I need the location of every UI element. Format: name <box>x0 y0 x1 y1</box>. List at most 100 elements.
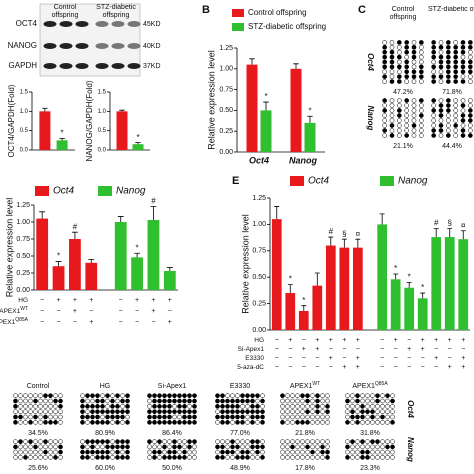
cpg-site <box>460 103 466 108</box>
cpg-site <box>152 449 157 455</box>
cpg-site <box>100 449 105 455</box>
cpg-site <box>438 113 444 118</box>
cpg-site <box>167 419 172 425</box>
cpg-site <box>215 449 220 455</box>
column-header: APEX1Q85A <box>352 381 388 390</box>
cpg-site <box>438 118 444 123</box>
cpg-site <box>382 113 388 118</box>
cpg-site <box>240 444 245 450</box>
gene-label: Oct4 <box>366 53 375 71</box>
cpg-site <box>225 393 230 399</box>
cpg-site <box>23 414 28 420</box>
condition-label: HG <box>18 297 28 304</box>
condition-sign: + <box>315 337 319 344</box>
cpg-site <box>115 455 120 460</box>
condition-sign: − <box>288 355 292 362</box>
condition-sign: − <box>407 337 411 344</box>
cpg-site <box>162 409 167 415</box>
cpg-site <box>431 128 437 133</box>
cpg-site <box>280 449 285 455</box>
band <box>75 43 89 49</box>
cpg-site <box>33 398 38 404</box>
cpg-site <box>147 398 152 404</box>
y-tick-label: 1.0 <box>98 109 107 115</box>
cpg-site <box>350 409 355 415</box>
cpg-site <box>192 419 197 425</box>
cpg-site <box>397 74 402 79</box>
cpg-site <box>58 398 63 404</box>
cpg-site <box>468 45 473 50</box>
condition-sign: − <box>394 346 398 353</box>
error-bar <box>249 58 255 65</box>
error-bar <box>117 216 124 222</box>
bar <box>69 239 81 290</box>
cpg-site <box>177 403 182 409</box>
cpg-site <box>411 98 417 103</box>
condition-sign: − <box>448 346 452 353</box>
column-header: Control <box>27 383 50 390</box>
condition-sign: − <box>56 319 60 326</box>
cpg-site <box>396 108 402 113</box>
gene-label: Nanog <box>406 437 415 462</box>
cpg-site <box>285 414 290 420</box>
cpg-site <box>90 403 95 409</box>
cpg-site <box>13 449 18 455</box>
cpg-site <box>90 398 95 404</box>
cpg-site <box>28 419 33 425</box>
cpg-site <box>389 69 395 75</box>
cpg-site <box>438 69 444 75</box>
cpg-site <box>460 74 466 79</box>
cpg-site <box>418 123 424 128</box>
cpg-site <box>380 455 385 460</box>
bar <box>304 122 316 152</box>
cpg-site <box>453 108 459 113</box>
cpg-site <box>53 398 58 404</box>
cpg-site <box>290 403 295 409</box>
cpg-site <box>125 398 130 404</box>
significance-marker: ¤ <box>461 221 466 230</box>
legend-swatch <box>98 186 112 196</box>
cpg-site <box>110 393 115 399</box>
cpg-site <box>315 403 320 409</box>
significance-marker: * <box>289 275 292 284</box>
cpg-site <box>240 398 245 404</box>
condition-sup: Q85A <box>15 317 28 323</box>
band <box>127 43 141 49</box>
cpg-site <box>300 419 305 425</box>
cpg-site <box>100 439 105 444</box>
cpg-site <box>167 439 172 444</box>
cpg-site <box>255 409 260 415</box>
cpg-site <box>85 414 90 420</box>
column-name: APEX1 <box>290 383 313 390</box>
cpg-site <box>187 449 192 455</box>
cpg-site <box>431 133 437 138</box>
cpg-site <box>115 393 120 399</box>
cpg-site <box>418 113 424 118</box>
cpg-site <box>43 414 48 420</box>
cpg-site <box>418 103 424 108</box>
cpg-site <box>389 45 395 50</box>
y-tick-label: 0.25 <box>219 128 233 135</box>
cpg-site <box>360 393 365 399</box>
cpg-site <box>120 449 125 455</box>
cpg-site <box>220 439 225 444</box>
cpg-site <box>350 455 355 460</box>
cpg-site <box>460 59 466 65</box>
cpg-site <box>235 449 240 455</box>
methylation-percent: 48.9% <box>230 465 250 472</box>
cpg-site <box>215 439 220 444</box>
cpg-site <box>23 439 28 444</box>
cpg-site <box>389 128 395 133</box>
cpg-site <box>85 419 90 425</box>
cpg-site <box>310 455 315 460</box>
cpg-site <box>365 449 370 455</box>
cpg-site <box>382 103 388 108</box>
cpg-site <box>389 108 395 113</box>
error-bar <box>119 109 125 112</box>
condition-sign: + <box>461 355 465 362</box>
cpg-site <box>396 133 402 138</box>
cpg-site <box>453 103 459 108</box>
cpg-site <box>33 439 38 444</box>
significance-marker: * <box>302 296 305 305</box>
cpg-site <box>370 398 375 404</box>
